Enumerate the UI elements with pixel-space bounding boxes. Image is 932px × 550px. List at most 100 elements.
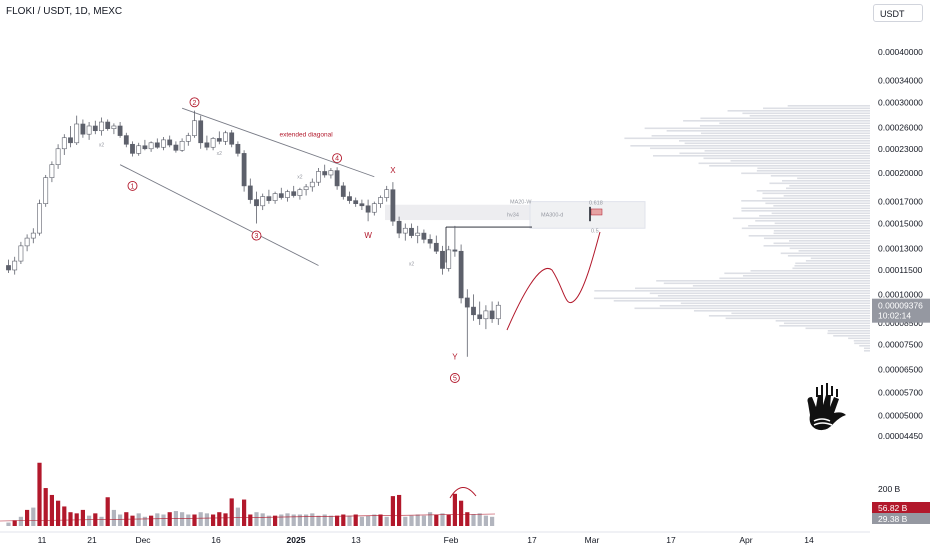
volume-bar <box>211 514 216 526</box>
volume-bar <box>465 512 470 526</box>
wave-label: 3 <box>255 233 259 240</box>
volume-profile-row <box>741 207 870 210</box>
candle-body <box>74 123 80 144</box>
volume-bar <box>446 514 451 526</box>
volume-profile-row <box>732 217 870 220</box>
volume-profile-row <box>693 310 870 312</box>
candle-body <box>297 189 303 196</box>
candle-body <box>254 199 259 207</box>
volume-profile-row <box>727 110 870 112</box>
volume-profile-row <box>781 180 870 182</box>
volume-profile-row <box>854 342 870 345</box>
volume-bar <box>136 513 141 526</box>
candle-body <box>421 232 427 240</box>
candle-body <box>291 191 297 196</box>
volume-profile-row <box>649 292 870 295</box>
volume-profile-row <box>763 245 870 247</box>
projection-curve <box>506 231 601 331</box>
volume-profile-row <box>775 320 870 322</box>
candle-body <box>353 200 359 204</box>
candle-body <box>92 125 98 132</box>
current-price-tag <box>872 298 930 323</box>
candle-body <box>210 138 216 148</box>
price-tick-label: 0.00005700 <box>878 388 923 398</box>
wave-sublabel: x2 <box>99 143 105 149</box>
volume-profile-row <box>651 135 870 137</box>
price-tick-label: 0.00040000 <box>878 47 923 57</box>
volume-profile-row <box>805 260 870 262</box>
candle-body <box>18 245 24 262</box>
volume-profile-row <box>663 282 870 285</box>
candle-body <box>278 193 284 198</box>
currency-button[interactable]: USDT <box>873 4 923 22</box>
volume-ma-line <box>0 513 496 522</box>
wave-circle <box>449 373 460 383</box>
candle-body <box>328 170 334 176</box>
volume-bar <box>235 507 240 526</box>
volume-bar <box>111 509 116 526</box>
price-tick-label: 0.00008500 <box>878 318 923 328</box>
volume-bar <box>403 516 408 526</box>
volume-profile-row <box>792 267 870 270</box>
price-axis[interactable]: 0.00040000 0.00034000 0.00030000 0.00026000… <box>878 47 923 441</box>
volume-profile-row <box>848 337 870 340</box>
time-axis[interactable]: 11 21 Dec 16 2025 13 Feb 17 Mar 17 Apr 14 <box>0 531 870 545</box>
volume-bar <box>254 512 259 526</box>
volume-bar <box>161 514 166 526</box>
volume-bar <box>359 516 364 526</box>
volume-bar <box>297 514 302 526</box>
volume-axis-tick: 200 B <box>878 484 901 494</box>
volume-profile <box>593 105 870 352</box>
candle-body <box>204 142 210 148</box>
volume-bar <box>483 515 488 526</box>
candle-body <box>483 310 489 320</box>
symbol-title[interactable]: FLOKI / USDT, 1D, MEXC <box>6 6 123 17</box>
volume-profile-row <box>827 330 870 332</box>
volume-bar <box>6 522 11 526</box>
volume-profile-row <box>787 255 870 257</box>
candle-body <box>161 139 166 148</box>
candle-body <box>154 142 160 148</box>
volume-profile-row <box>630 145 870 147</box>
candle-body <box>229 132 235 145</box>
wave-label: 5 <box>453 376 457 383</box>
volume-profile-row <box>731 312 870 315</box>
price-tick-label: 0.00017000 <box>878 197 923 207</box>
candle-body <box>111 125 117 129</box>
volume-bar <box>242 499 247 526</box>
volume-profile-row <box>742 275 870 277</box>
volume-bar <box>192 514 197 526</box>
volume-bar <box>118 514 123 526</box>
wave-label: 1 <box>131 183 135 190</box>
candle-body <box>402 227 408 234</box>
wave-label: X <box>390 166 396 175</box>
hand-logo <box>807 383 846 431</box>
candle-body <box>37 203 42 234</box>
volume-bar <box>285 513 290 526</box>
candle-body <box>192 120 197 136</box>
volume-bar <box>409 515 414 526</box>
volume-profile-row <box>798 250 870 252</box>
wave-label: 2 <box>193 100 197 107</box>
time-tick-label: 13 <box>351 535 361 545</box>
candle-body <box>334 170 340 187</box>
volume-profile-row <box>657 295 870 297</box>
volume-profile-row <box>794 265 870 267</box>
candle-body <box>272 193 278 201</box>
trendlines <box>119 107 375 266</box>
candle-body <box>105 121 111 129</box>
volume-profile-row <box>679 140 870 142</box>
candle-body <box>136 145 142 154</box>
volume-profile-row <box>783 195 870 197</box>
projection-path <box>506 231 601 331</box>
trendline <box>119 164 319 266</box>
volume-profile-row <box>770 175 870 177</box>
volume-bar <box>421 515 426 526</box>
volume-profile-row <box>756 170 870 172</box>
volume-profile-row <box>773 232 870 235</box>
candle-body <box>43 177 49 204</box>
candle-body <box>6 265 11 271</box>
volume-profile-row <box>795 262 870 265</box>
candle-body <box>316 171 321 183</box>
